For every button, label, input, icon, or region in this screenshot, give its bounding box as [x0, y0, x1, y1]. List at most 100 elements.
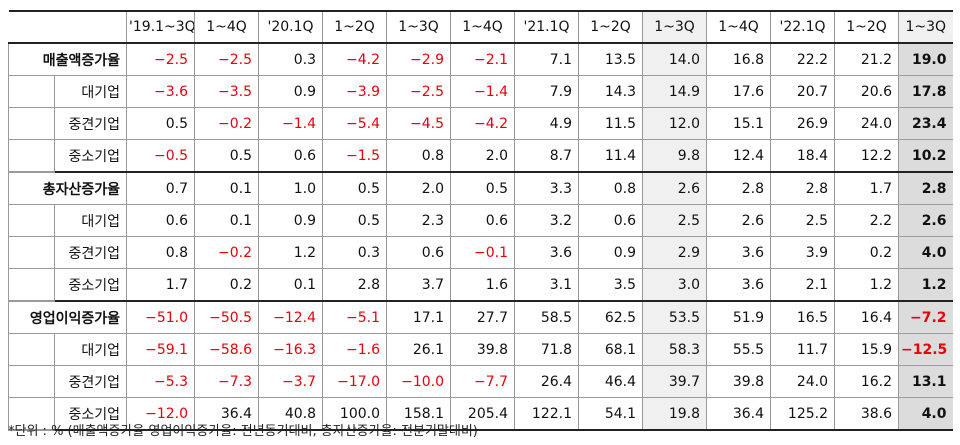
value-cell: 0.6	[578, 204, 643, 237]
value-cell: 14.0	[642, 42, 707, 76]
value-cell: 2.1	[770, 268, 835, 302]
growth-rate-table: '19.1~3Q 1~4Q '20.1Q 1~2Q 1~3Q 1~4Q '21.1Q 1~2Q…	[8, 10, 953, 431]
value-cell: −1.4	[450, 75, 515, 108]
row-indent	[8, 75, 55, 108]
row-sub-label: 대기업	[54, 333, 127, 366]
value-cell: 17.8	[898, 75, 953, 108]
value-cell: −17.0	[322, 365, 387, 398]
table-row: 매출액증가율 −2.5 −2.5 0.3 −4.2 −2.9 −2.1 7.1 13.5 14.0…	[8, 42, 953, 76]
row-indent	[8, 236, 55, 269]
value-cell: −12.5	[898, 333, 953, 366]
value-cell: 55.5	[706, 333, 771, 366]
value-cell: 2.8	[706, 171, 771, 205]
row-sub-label: 중견기업	[54, 236, 127, 269]
value-cell: 10.2	[898, 139, 953, 173]
value-cell: 1.2	[258, 236, 323, 269]
value-cell: −2.9	[386, 42, 451, 76]
value-cell: 26.4	[514, 365, 579, 398]
row-indent	[8, 139, 55, 173]
value-cell: 20.7	[770, 75, 835, 108]
value-cell: 21.2	[834, 42, 899, 76]
column-header: '22.1Q	[770, 10, 835, 44]
value-cell: 0.1	[194, 171, 259, 205]
value-cell: 3.6	[514, 236, 579, 269]
table-row: 중견기업 −5.3 −7.3 −3.7 −17.0 −10.0 −7.7 26.4 46.4 39…	[8, 365, 953, 398]
value-cell: 12.0	[642, 107, 707, 140]
value-cell: −0.5	[126, 139, 195, 173]
row-group-label: 매출액증가율	[8, 42, 127, 76]
row-indent	[8, 365, 55, 398]
value-cell: 0.6	[258, 139, 323, 173]
row-sub-label: 중소기업	[54, 268, 127, 302]
value-cell: 0.5	[194, 139, 259, 173]
value-cell: 0.2	[834, 236, 899, 269]
value-cell: 19.0	[898, 42, 953, 76]
value-cell: 1.2	[898, 268, 953, 302]
table-row: 총자산증가율 0.7 0.1 1.0 0.5 2.0 0.5 3.3 0.8 2.6 2.8 2.8 1…	[8, 171, 953, 205]
value-cell: 0.8	[126, 236, 195, 269]
value-cell: −7.7	[450, 365, 515, 398]
column-header: 1~2Q	[578, 10, 643, 44]
value-cell: −51.0	[126, 300, 195, 334]
value-cell: 36.4	[194, 397, 259, 431]
column-header: 1~2Q	[834, 10, 899, 44]
value-cell: 0.1	[194, 204, 259, 237]
value-cell: 39.7	[642, 365, 707, 398]
value-cell: 7.1	[514, 42, 579, 76]
value-cell: 51.9	[706, 300, 771, 334]
value-cell: 3.7	[386, 268, 451, 302]
value-cell: 158.1	[386, 397, 451, 431]
value-cell: 26.9	[770, 107, 835, 140]
row-indent	[8, 333, 55, 366]
value-cell: −3.9	[322, 75, 387, 108]
value-cell: 0.6	[386, 236, 451, 269]
value-cell: 3.3	[514, 171, 579, 205]
row-group-label: 영업이익증가율	[8, 300, 127, 334]
value-cell: 71.8	[514, 333, 579, 366]
value-cell: 3.2	[514, 204, 579, 237]
table-row: 대기업 0.6 0.1 0.9 0.5 2.3 0.6 3.2 0.6 2.5 2.6 2.5 2.2 2…	[8, 204, 953, 237]
value-cell: 3.0	[642, 268, 707, 302]
value-cell: 0.5	[322, 204, 387, 237]
value-cell: 0.9	[258, 204, 323, 237]
value-cell: 2.0	[386, 171, 451, 205]
value-cell: 46.4	[578, 365, 643, 398]
value-cell: 62.5	[578, 300, 643, 334]
value-cell: 3.6	[706, 236, 771, 269]
value-cell: 0.6	[450, 204, 515, 237]
value-cell: 0.5	[126, 107, 195, 140]
value-cell: −0.1	[450, 236, 515, 269]
value-cell: 15.1	[706, 107, 771, 140]
table-row: 중소기업 −0.5 0.5 0.6 −1.5 0.8 2.0 8.7 11.4 9.8 12.4 18…	[8, 139, 953, 173]
value-cell: 1.7	[834, 171, 899, 205]
row-indent	[8, 107, 55, 140]
table-row: 중소기업 1.7 0.2 0.1 2.8 3.7 1.6 3.1 3.5 3.0 3.6 2.1 1.2…	[8, 268, 953, 302]
value-cell: −5.4	[322, 107, 387, 140]
value-cell: −7.3	[194, 365, 259, 398]
value-cell: 16.8	[706, 42, 771, 76]
value-cell: −1.4	[258, 107, 323, 140]
value-cell: 0.6	[126, 204, 195, 237]
value-cell: 0.7	[126, 171, 195, 205]
value-cell: 1.6	[450, 268, 515, 302]
value-cell: 14.3	[578, 75, 643, 108]
value-cell: −12.4	[258, 300, 323, 334]
value-cell: 13.1	[898, 365, 953, 398]
value-cell: 9.8	[642, 139, 707, 173]
row-indent	[8, 204, 55, 237]
value-cell: 2.6	[706, 204, 771, 237]
value-cell: 19.8	[642, 397, 707, 431]
value-cell: 2.8	[898, 171, 953, 205]
value-cell: −4.5	[386, 107, 451, 140]
table-row: 대기업 −59.1 −58.6 −16.3 −1.6 26.1 39.8 71.8 68.1 58…	[8, 333, 953, 366]
value-cell: 17.1	[386, 300, 451, 334]
value-cell: −50.5	[194, 300, 259, 334]
value-cell: −7.2	[898, 300, 953, 334]
value-cell: 68.1	[578, 333, 643, 366]
table-header: '19.1~3Q 1~4Q '20.1Q 1~2Q 1~3Q 1~4Q '21.1Q 1~2Q…	[8, 10, 953, 44]
value-cell: −4.2	[450, 107, 515, 140]
value-cell: 8.7	[514, 139, 579, 173]
value-cell: −1.5	[322, 139, 387, 173]
value-cell: 54.1	[578, 397, 643, 431]
value-cell: 7.9	[514, 75, 579, 108]
